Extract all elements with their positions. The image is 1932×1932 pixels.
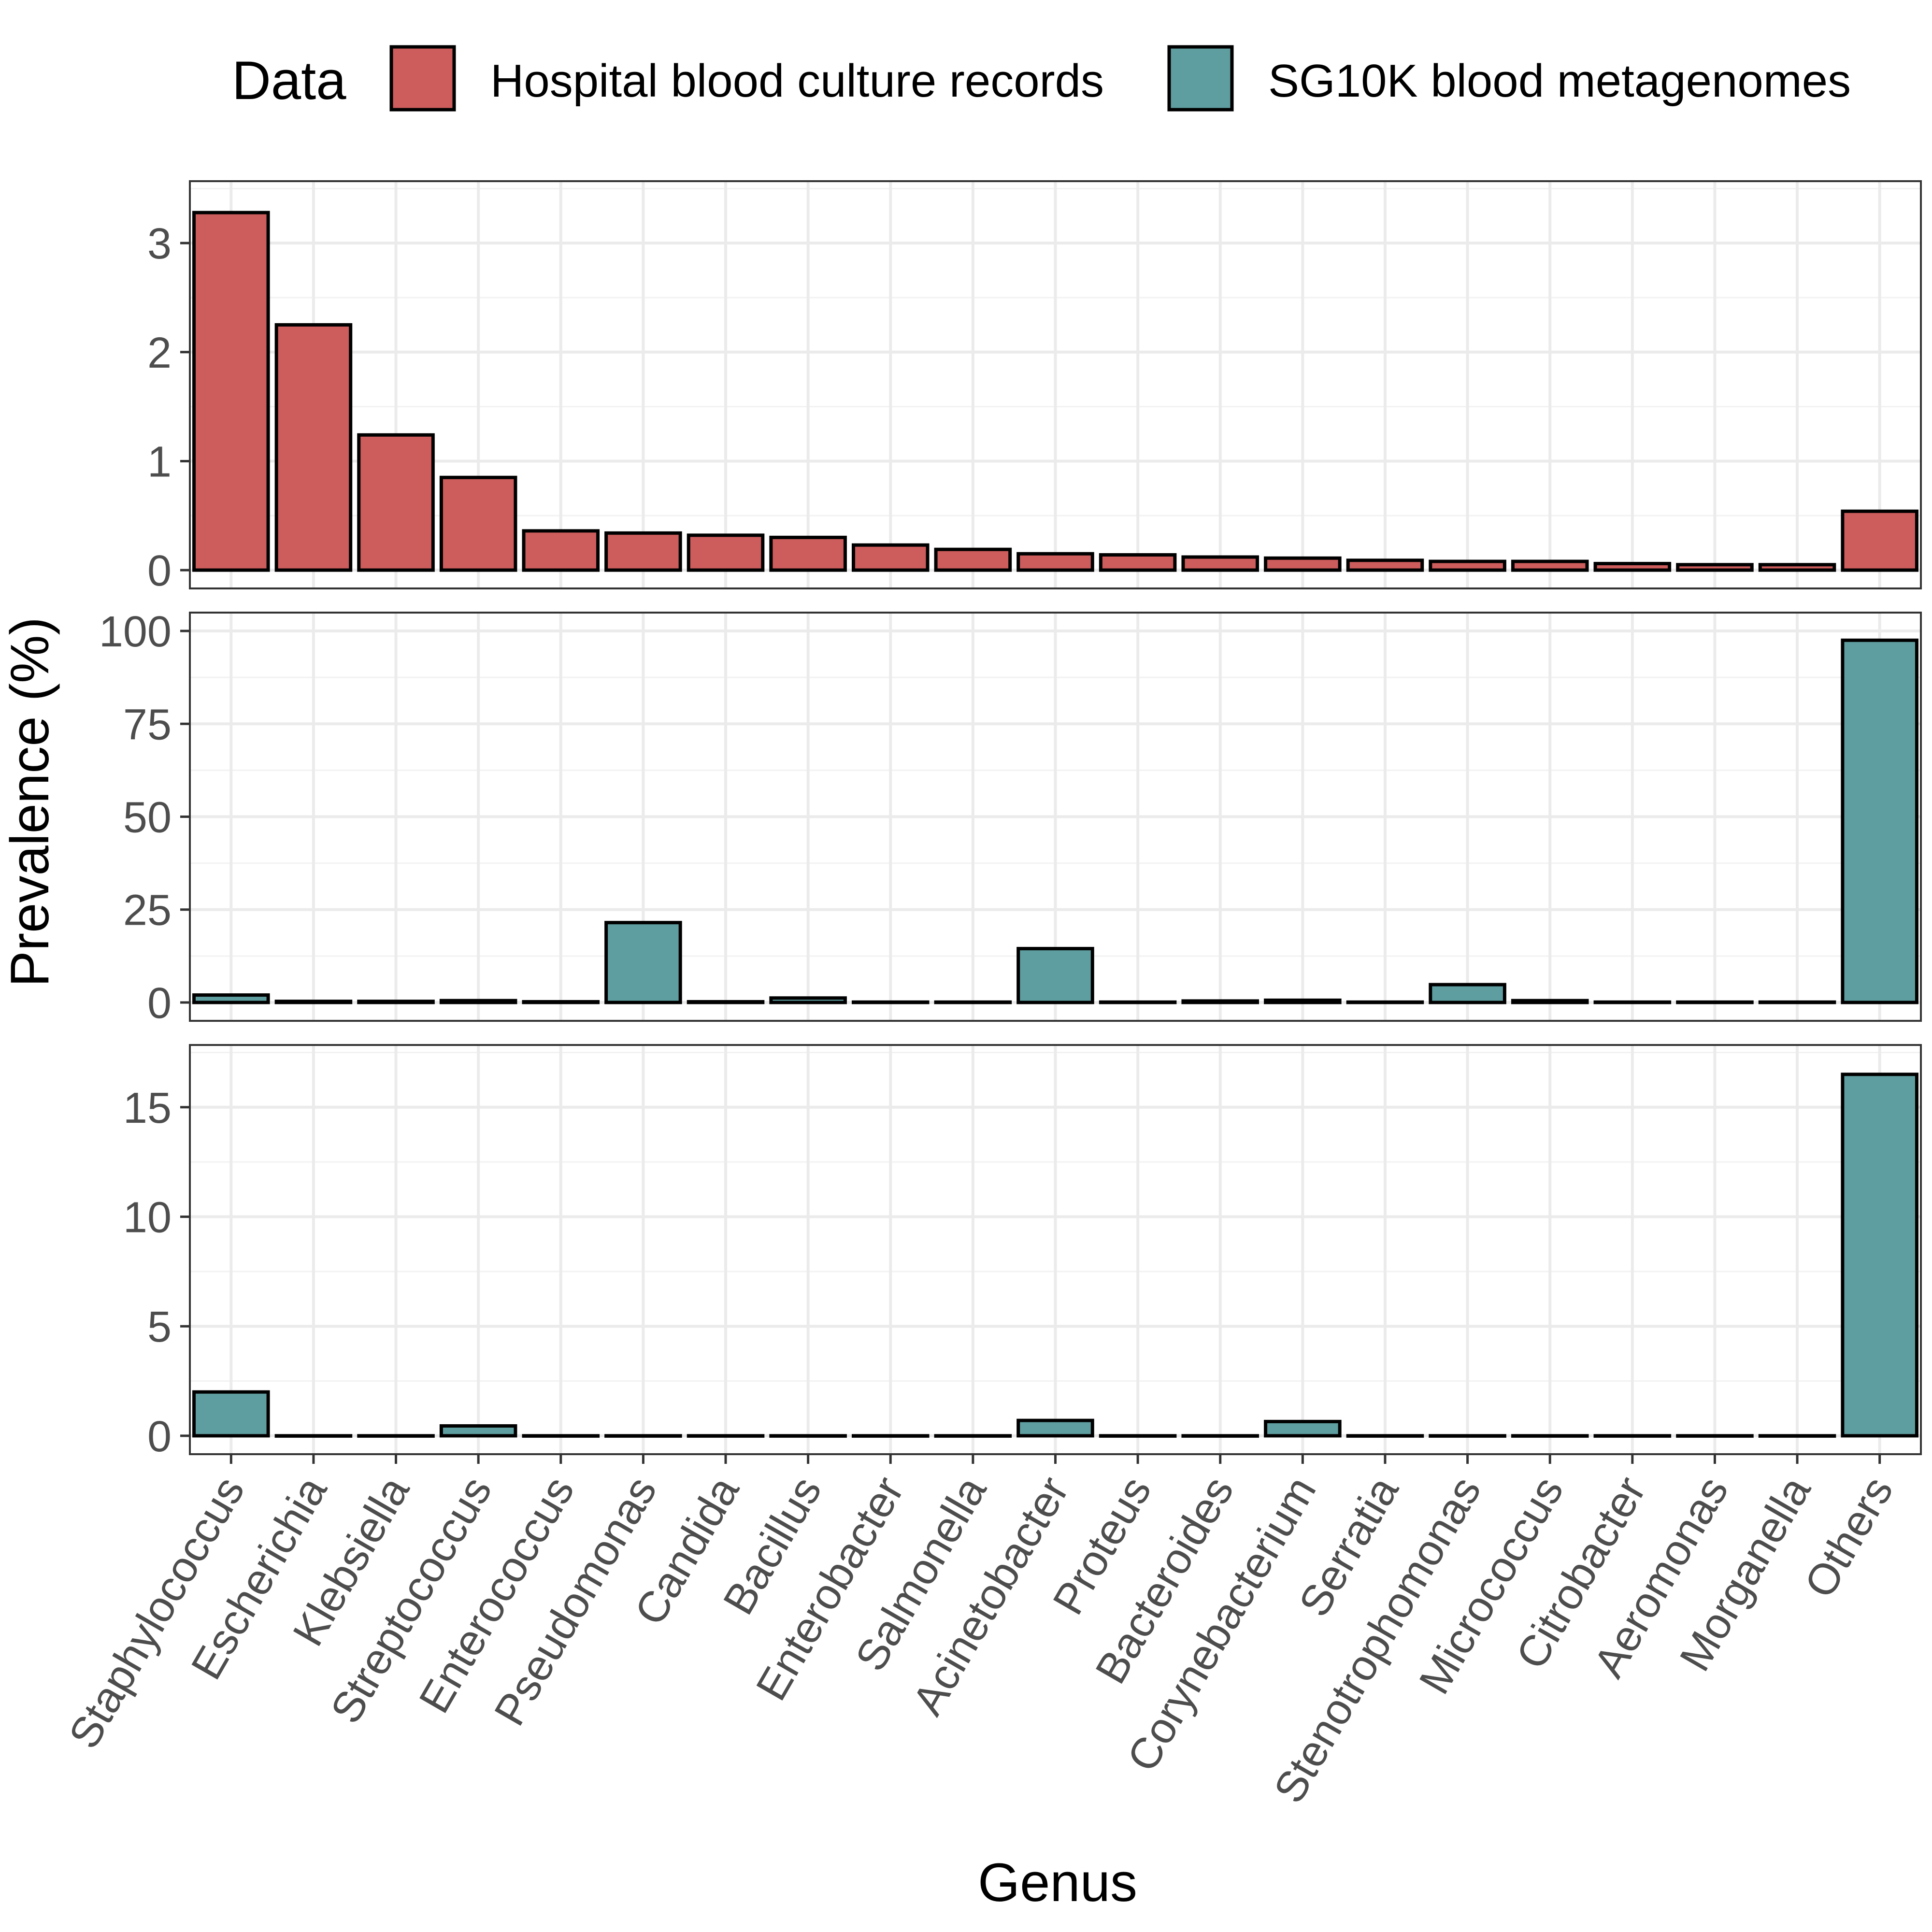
- y-tick-label: 3: [147, 220, 172, 268]
- bar-stenotrophomonas: [1429, 983, 1506, 1004]
- bar-others: [1841, 1073, 1918, 1438]
- x-axis-title: Genus: [978, 1852, 1137, 1913]
- panel-2: 0 25 50 75 100: [99, 608, 1922, 1028]
- legend-title: Data: [232, 50, 346, 111]
- bar-salmonella: [934, 547, 1012, 572]
- y-tick-label: 0: [147, 979, 172, 1028]
- legend-swatch-sg10k: [1167, 45, 1234, 112]
- y-tick-label: 2: [147, 329, 172, 377]
- panel-3: 0 5 10 15: [123, 1044, 1922, 1461]
- bar-acinetobacter: [1016, 1418, 1094, 1438]
- bar-bacteroides: [1181, 555, 1259, 572]
- bar-bacillus: [769, 535, 847, 572]
- bar-serratia: [1346, 558, 1424, 572]
- bar-staphylococcus: [192, 993, 270, 1004]
- y-axis-title: Prevalence (%): [0, 617, 60, 987]
- y-tick-label: 5: [147, 1303, 172, 1351]
- bar-corynebacterium: [1264, 998, 1342, 1004]
- bar-bacillus: [769, 996, 847, 1004]
- bar-others: [1841, 509, 1918, 572]
- bar-acinetobacter: [1016, 946, 1094, 1004]
- bar-streptococcus: [439, 1424, 517, 1438]
- y-tick-label: 0: [147, 1413, 172, 1461]
- bar-staphylococcus: [192, 1390, 270, 1438]
- bar-candida: [687, 533, 765, 572]
- bar-enterococcus: [522, 529, 600, 572]
- bar-proteus: [1099, 553, 1177, 572]
- panel-1: 0 1 2 3: [147, 180, 1922, 595]
- y-tick-label: 0: [147, 547, 172, 595]
- bar-aeromonas: [1676, 563, 1754, 572]
- y-tick-label: 25: [123, 887, 172, 935]
- bar-streptococcus: [439, 475, 517, 572]
- bar-klebsiella: [357, 433, 435, 572]
- bar-others: [1841, 638, 1918, 1004]
- bar-streptococcus: [439, 999, 517, 1004]
- bar-pseudomonas: [604, 531, 682, 572]
- y-tick-label: 15: [123, 1084, 172, 1132]
- bar-citrobacter: [1593, 562, 1672, 572]
- x-axis: StaphylococcusEscherichiaKlebsiellaStrep…: [60, 1454, 1903, 1811]
- bar-enterobacter: [851, 543, 930, 572]
- bar-morganella: [1758, 563, 1836, 572]
- bar-pseudomonas: [604, 921, 682, 1004]
- panels: 0 1 2 3 0 25 50 75 100 0 5 10 15: [99, 180, 1922, 1461]
- bar-micrococcus: [1511, 999, 1589, 1004]
- bar-corynebacterium: [1264, 1419, 1342, 1438]
- y-tick-label: 50: [123, 794, 172, 842]
- y-tick-label: 10: [123, 1193, 172, 1242]
- panel-border: [189, 180, 1922, 589]
- legend-swatch-hospital: [389, 45, 456, 112]
- bar-bacteroides: [1181, 999, 1259, 1004]
- legend: Data Hospital blood culture records SG10…: [232, 45, 1851, 112]
- bar-staphylococcus: [192, 211, 270, 572]
- y-tick-label: 1: [147, 438, 172, 486]
- legend-label-sg10k: SG10K blood metagenomes: [1268, 55, 1851, 107]
- bar-escherichia: [274, 323, 353, 572]
- y-tick-label: 100: [99, 608, 172, 656]
- bar-stenotrophomonas: [1429, 559, 1506, 572]
- legend-label-hospital: Hospital blood culture records: [490, 55, 1104, 107]
- bar-corynebacterium: [1264, 556, 1342, 572]
- y-tick-label: 75: [123, 701, 172, 749]
- bar-acinetobacter: [1016, 552, 1094, 572]
- bar-micrococcus: [1511, 559, 1589, 572]
